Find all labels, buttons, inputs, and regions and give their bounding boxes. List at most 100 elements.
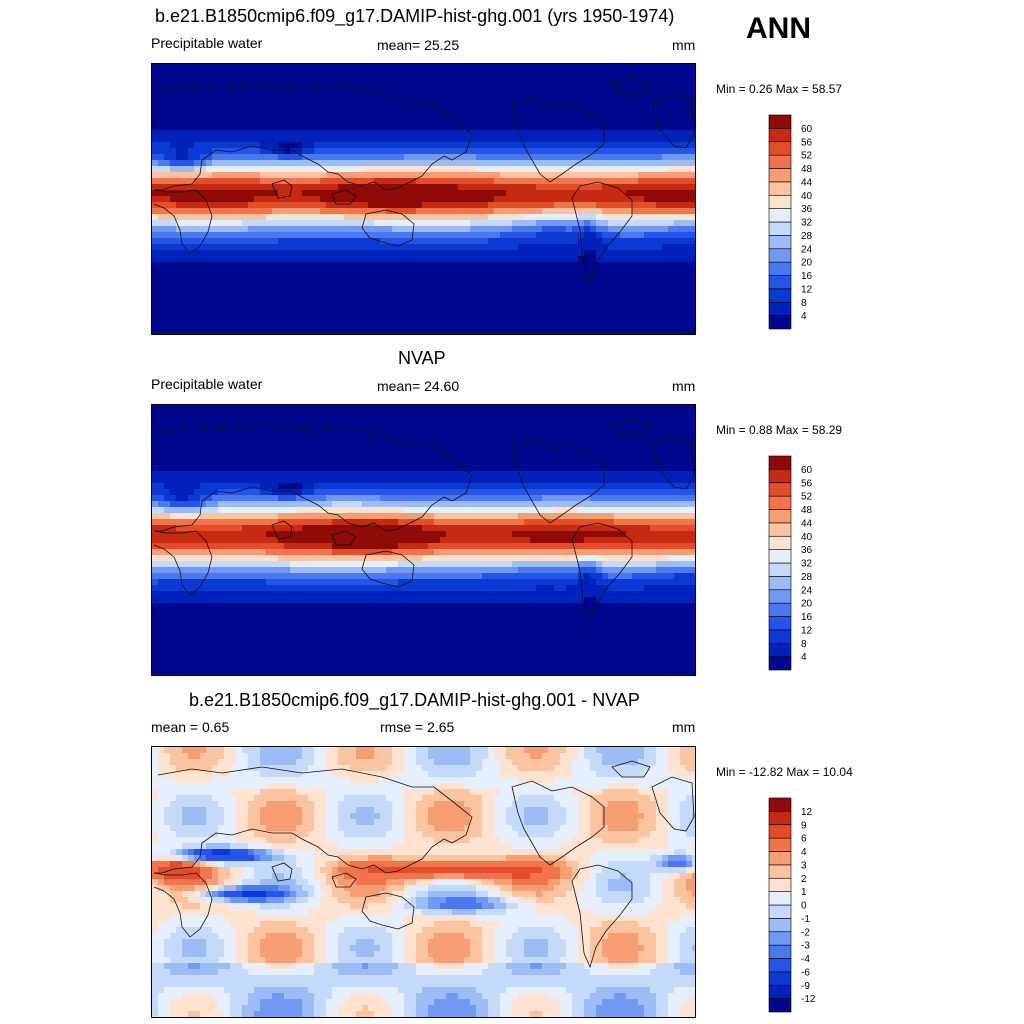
- field-cell: [572, 256, 579, 263]
- field-cell: [362, 286, 369, 293]
- field-cell: [692, 166, 695, 173]
- field-cell: [566, 82, 573, 89]
- field-cell: [164, 441, 171, 448]
- field-cell: [554, 298, 561, 305]
- field-cell: [686, 447, 693, 454]
- field-cell: [668, 286, 675, 293]
- field-cell: [152, 136, 159, 143]
- field-cell: [278, 82, 285, 89]
- field-cell: [566, 304, 573, 311]
- field-cell: [578, 423, 585, 430]
- field-cell: [320, 70, 327, 77]
- field-cell: [332, 88, 339, 95]
- field-cell: [428, 100, 435, 107]
- field-cell: [620, 274, 627, 281]
- field-cell: [632, 130, 639, 137]
- field-cell: [194, 280, 201, 287]
- field-cell: [512, 453, 519, 460]
- field-cell: [278, 136, 285, 143]
- field-cell: [464, 447, 471, 454]
- field-cell: [266, 417, 273, 424]
- field-cell: [512, 262, 519, 269]
- field-cell: [512, 232, 519, 239]
- field-cell: [656, 262, 663, 269]
- field-cell: [536, 190, 543, 197]
- field-cell: [362, 154, 369, 161]
- field-cell: [272, 310, 279, 317]
- field-cell: [266, 118, 273, 125]
- field-cell: [380, 453, 387, 460]
- field-cell: [356, 94, 363, 101]
- field-cell: [302, 328, 309, 334]
- field-cell: [350, 82, 357, 89]
- field-cell: [290, 459, 297, 466]
- field-cell: [506, 202, 513, 209]
- field-cell: [668, 220, 675, 227]
- field-cell: [572, 94, 579, 101]
- field-cell: [638, 178, 645, 185]
- field-cell: [374, 322, 381, 329]
- field-cell: [668, 70, 675, 77]
- field-cell: [470, 441, 477, 448]
- field-cell: [182, 136, 189, 143]
- field-cell: [386, 441, 393, 448]
- field-cell: [344, 286, 351, 293]
- field-cell: [506, 154, 513, 161]
- field-cell: [338, 238, 345, 245]
- field-cell: [152, 106, 159, 113]
- field-cell: [608, 304, 615, 311]
- field-cell: [206, 250, 213, 257]
- field-cell: [308, 178, 315, 185]
- field-cell: [290, 94, 297, 101]
- variable-label: Precipitable water: [151, 35, 263, 51]
- field-cell: [284, 136, 291, 143]
- field-cell: [374, 148, 381, 155]
- field-cell: [578, 417, 585, 424]
- field-cell: [536, 268, 543, 275]
- field-cell: [356, 136, 363, 143]
- field-cell: [350, 280, 357, 287]
- field-cell: [194, 244, 201, 251]
- field-cell: [260, 220, 267, 227]
- field-cell: [266, 70, 273, 77]
- field-cell: [404, 250, 411, 257]
- field-cell: [494, 292, 501, 299]
- field-cell: [494, 208, 501, 215]
- field-cell: [266, 286, 273, 293]
- field-cell: [206, 256, 213, 263]
- field-cell: [662, 286, 669, 293]
- field-cell: [314, 310, 321, 317]
- field-cell: [458, 184, 465, 191]
- field-cell: [230, 226, 237, 233]
- field-cell: [614, 447, 621, 454]
- colorbar-tick-label: 12: [801, 284, 813, 295]
- field-cell: [176, 148, 183, 155]
- field-cell: [674, 298, 681, 305]
- field-cell: [296, 214, 303, 221]
- field-cell: [470, 112, 477, 119]
- field-cell: [362, 429, 369, 436]
- field-cell: [542, 166, 549, 173]
- field-cell: [548, 453, 555, 460]
- field-cell: [686, 280, 693, 287]
- field-cell: [398, 166, 405, 173]
- field-cell: [638, 286, 645, 293]
- field-cell: [212, 100, 219, 107]
- field-cell: [242, 208, 249, 215]
- field-cell: [440, 256, 447, 263]
- field-cell: [302, 238, 309, 245]
- field-cell: [338, 88, 345, 95]
- field-cell: [452, 262, 459, 269]
- field-cell: [428, 196, 435, 203]
- field-cell: [518, 106, 525, 113]
- field-cell: [602, 88, 609, 95]
- field-cell: [344, 411, 351, 418]
- field-cell: [440, 435, 447, 442]
- field-cell: [224, 310, 231, 317]
- field-cell: [236, 202, 243, 209]
- field-cell: [590, 106, 597, 113]
- field-cell: [320, 76, 327, 83]
- field-cell: [212, 142, 219, 149]
- field-cell: [590, 172, 597, 179]
- field-cell: [494, 214, 501, 221]
